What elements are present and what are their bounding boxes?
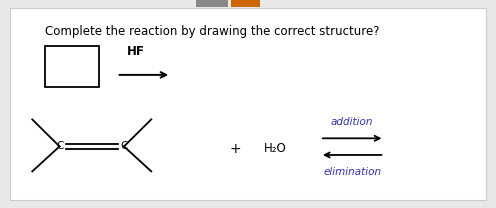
Bar — [231, 0, 260, 7]
Text: +: + — [230, 142, 242, 156]
Text: Complete the reaction by drawing the correct structure?: Complete the reaction by drawing the cor… — [45, 25, 379, 38]
Text: elimination: elimination — [323, 167, 381, 177]
Text: C: C — [56, 141, 63, 151]
Text: H₂O: H₂O — [264, 142, 287, 155]
Bar — [196, 0, 228, 7]
Text: C: C — [120, 141, 127, 151]
Bar — [45, 46, 99, 87]
Text: addition: addition — [331, 117, 373, 127]
Text: HF: HF — [126, 45, 144, 58]
